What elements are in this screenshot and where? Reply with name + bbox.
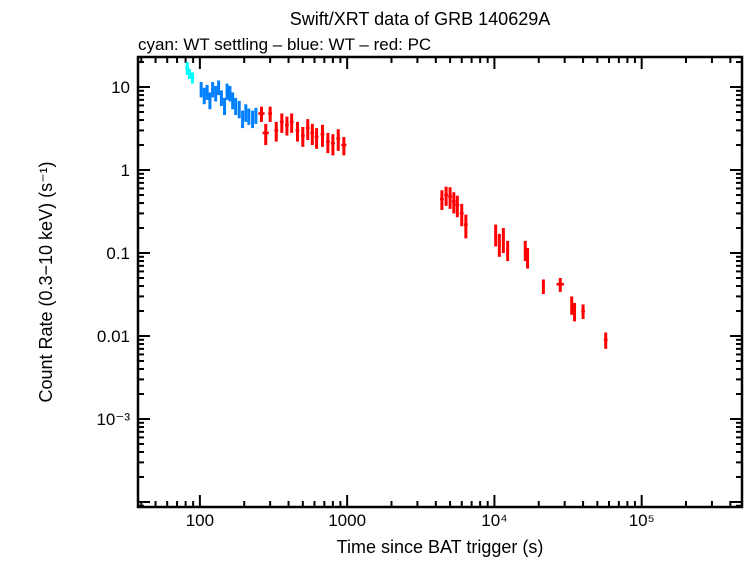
data-point xyxy=(444,186,449,206)
data-point xyxy=(330,134,335,156)
data-point xyxy=(214,85,218,102)
data-point xyxy=(258,106,265,122)
data-point xyxy=(254,107,258,124)
data-point xyxy=(234,97,238,116)
data-point xyxy=(325,132,330,154)
data-point xyxy=(225,83,229,100)
data-point xyxy=(455,195,460,218)
data-point xyxy=(190,72,195,84)
data-point xyxy=(320,124,325,147)
y-axis-label: Count Rate (0.3−10 keV) (s⁻¹) xyxy=(36,161,56,402)
data-point xyxy=(459,203,464,227)
data-point xyxy=(237,100,241,119)
data-point xyxy=(199,81,203,98)
data-point xyxy=(262,123,269,146)
y-tick-label: 0.1 xyxy=(106,244,130,263)
data-point xyxy=(541,279,545,295)
data-point xyxy=(208,92,212,110)
data-point xyxy=(506,240,510,262)
chart-title: Swift/XRT data of GRB 140629A xyxy=(290,9,550,29)
data-point xyxy=(274,121,279,142)
data-point xyxy=(223,97,227,116)
data-point xyxy=(463,214,468,239)
y-tick-label: 10⁻³ xyxy=(96,410,130,429)
data-point xyxy=(300,126,305,147)
y-tick-label: 10 xyxy=(111,78,130,97)
x-axis-label: Time since BAT trigger (s) xyxy=(337,537,544,557)
x-tick-label: 100 xyxy=(186,511,214,530)
x-tick-label: 10⁴ xyxy=(481,511,507,530)
data-point xyxy=(526,247,530,269)
data-point xyxy=(241,110,245,129)
data-point xyxy=(187,68,191,79)
data-point xyxy=(494,224,498,247)
data-point xyxy=(217,80,221,96)
data-point xyxy=(581,304,585,320)
data-point xyxy=(251,110,255,129)
data-point xyxy=(440,190,444,210)
data-point xyxy=(185,62,190,75)
plot-frame xyxy=(136,55,744,509)
data-point xyxy=(448,187,452,209)
data-point xyxy=(231,92,235,110)
data-point xyxy=(314,128,319,149)
data-point xyxy=(501,228,505,254)
data-point xyxy=(202,87,206,105)
data-point xyxy=(570,296,574,315)
data-point xyxy=(310,123,315,146)
data-point xyxy=(336,129,341,151)
chart-subtitle: cyan: WT settling – blue: WT – red: PC xyxy=(138,35,431,54)
data-point xyxy=(603,332,608,349)
data-point xyxy=(279,113,284,133)
x-tick-label: 10⁵ xyxy=(629,511,655,530)
data-point xyxy=(451,192,456,214)
data-point xyxy=(289,113,294,133)
data-point xyxy=(219,90,223,107)
data-point xyxy=(247,108,251,125)
x-tick-label: 1000 xyxy=(328,511,366,530)
data-point xyxy=(305,119,310,140)
data-point xyxy=(295,121,300,142)
data-point xyxy=(556,277,564,292)
data-point xyxy=(211,81,215,98)
data-point xyxy=(205,84,209,100)
y-tick-label: 0.01 xyxy=(97,327,130,346)
data-point xyxy=(341,136,347,156)
data-point xyxy=(268,106,273,122)
data-point xyxy=(497,233,501,257)
data-point xyxy=(285,116,289,136)
data-point xyxy=(573,302,577,322)
data-point xyxy=(244,104,248,122)
data-point xyxy=(228,85,232,102)
y-tick-label: 1 xyxy=(121,161,130,180)
